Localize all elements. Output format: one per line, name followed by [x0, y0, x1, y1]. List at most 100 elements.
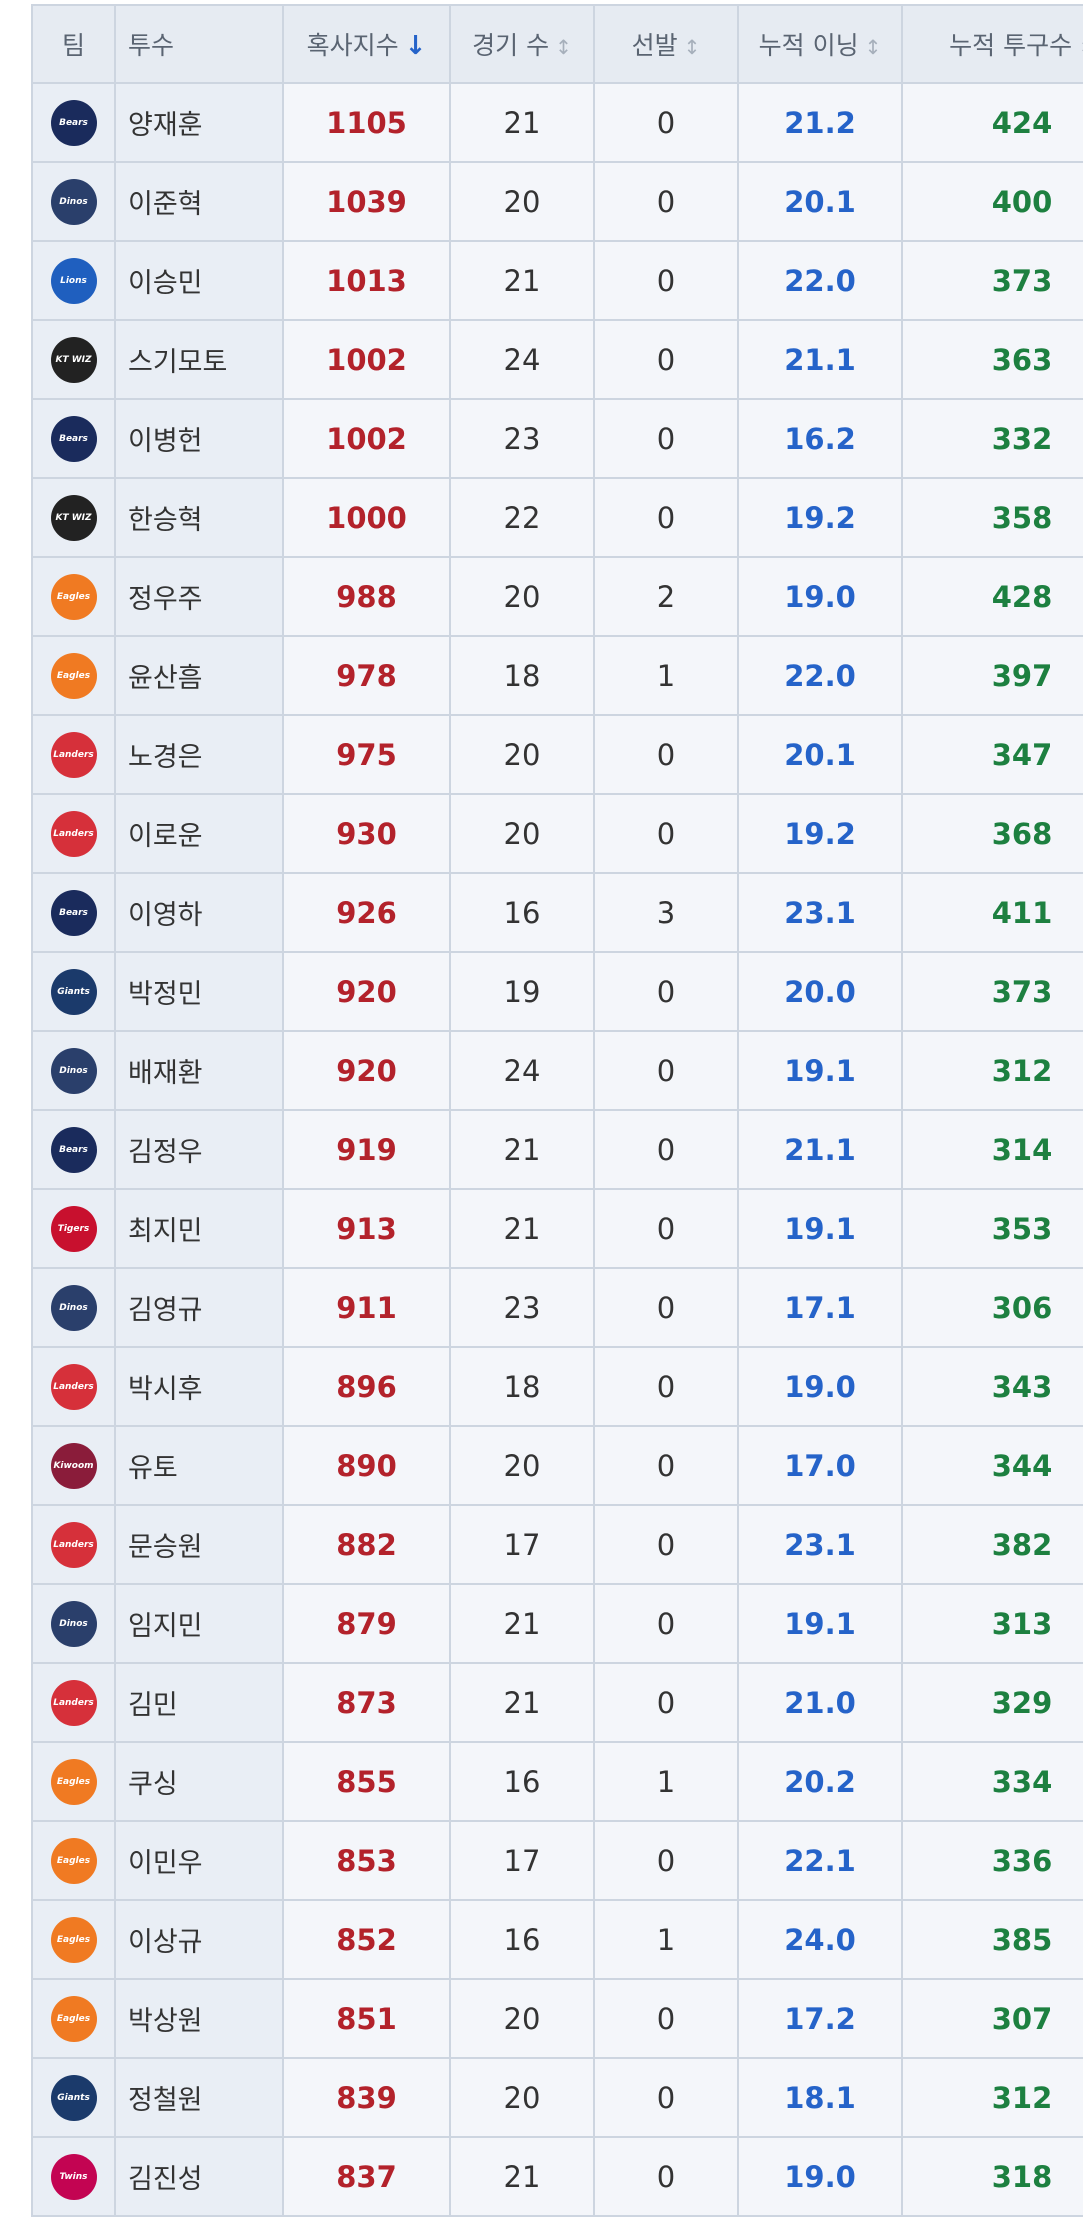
abuse-index: 920 [282, 1030, 451, 1111]
sort-icon[interactable]: ↕ [864, 35, 882, 59]
starts: 0 [593, 1820, 739, 1901]
team-logo: Dinos [50, 1284, 97, 1331]
table-row: Dinos 김영규 911 23 0 17.1 306 [31, 1267, 1083, 1348]
sort-icon[interactable]: ↕ [555, 35, 572, 59]
table-row: Lions 이승민 1013 21 0 22.0 373 [31, 240, 1083, 321]
games: 21 [449, 240, 595, 321]
starts: 0 [593, 1425, 739, 1506]
starts: 0 [593, 82, 739, 163]
starts: 0 [593, 951, 739, 1032]
abuse-index: 839 [282, 2057, 451, 2138]
team-cell: Kiwoom [31, 1425, 116, 1506]
team-cell: Lions [31, 240, 116, 321]
starts: 0 [593, 1504, 739, 1585]
games: 18 [449, 1346, 595, 1427]
starts: 1 [593, 635, 739, 716]
table-row: Kiwoom 유토 890 20 0 17.0 344 [31, 1425, 1083, 1506]
pitcher-name: 박정민 [114, 951, 284, 1032]
pitches: 382 [901, 1504, 1083, 1585]
innings: 23.1 [737, 1504, 903, 1585]
pitches: 318 [901, 2136, 1083, 2217]
column-header[interactable]: 누적 투구수↕ [901, 4, 1083, 84]
sort-icon[interactable]: ↕ [1078, 35, 1083, 59]
innings: 22.1 [737, 1820, 903, 1901]
team-cell: Giants [31, 2057, 116, 2138]
team-logo: Giants [50, 2074, 97, 2121]
innings: 22.0 [737, 635, 903, 716]
header-label: 누적 투구수 [949, 31, 1073, 60]
abuse-index: 988 [282, 556, 451, 637]
sort-icon[interactable]: ↕ [683, 35, 701, 59]
starts: 0 [593, 1267, 739, 1348]
pitches: 313 [901, 1583, 1083, 1664]
table-row: Dinos 이준혁 1039 20 0 20.1 400 [31, 161, 1083, 242]
starts: 0 [593, 2057, 739, 2138]
games: 21 [449, 2136, 595, 2217]
abuse-index: 851 [282, 1978, 451, 2059]
pitches: 312 [901, 2057, 1083, 2138]
column-header: 투수 [114, 4, 284, 84]
starts: 0 [593, 1662, 739, 1743]
pitches: 373 [901, 240, 1083, 321]
games: 20 [449, 714, 595, 795]
table-row: KT WIZ 한승혁 1000 22 0 19.2 358 [31, 477, 1083, 558]
innings: 19.1 [737, 1030, 903, 1111]
abuse-index: 1039 [282, 161, 451, 242]
innings: 20.2 [737, 1741, 903, 1822]
pitches: 312 [901, 1030, 1083, 1111]
pitcher-name: 김영규 [114, 1267, 284, 1348]
pitches: 424 [901, 82, 1083, 163]
team-logo: Eagles [50, 573, 97, 620]
games: 21 [449, 1109, 595, 1190]
header-label: 혹사지수 [306, 31, 399, 60]
team-cell: Tigers [31, 1188, 116, 1269]
games: 17 [449, 1504, 595, 1585]
pitcher-name: 이민우 [114, 1820, 284, 1901]
table-body: Bears 양재훈 1105 21 0 21.2 424 Dinos 이준혁 1039 20 0 20.… [31, 82, 1083, 2217]
team-cell: Eagles [31, 1820, 116, 1901]
abuse-index: 1000 [282, 477, 451, 558]
team-cell: Dinos [31, 1583, 116, 1664]
team-cell: Bears [31, 872, 116, 953]
innings: 17.0 [737, 1425, 903, 1506]
pitcher-name: 이준혁 [114, 161, 284, 242]
table-row: Bears 이영하 926 16 3 23.1 411 [31, 872, 1083, 953]
starts: 0 [593, 793, 739, 874]
abuse-index: 911 [282, 1267, 451, 1348]
table-row: Giants 박정민 920 19 0 20.0 373 [31, 951, 1083, 1032]
team-cell: Twins [31, 2136, 116, 2217]
team-logo: Twins [50, 2153, 97, 2200]
table-row: Eagles 박상원 851 20 0 17.2 307 [31, 1978, 1083, 2059]
team-logo: Giants [50, 968, 97, 1015]
column-header[interactable]: 경기 수 ↕ [449, 4, 595, 84]
games: 22 [449, 477, 595, 558]
team-cell: Eagles [31, 1978, 116, 2059]
team-cell: Bears [31, 1109, 116, 1190]
pitches: 353 [901, 1188, 1083, 1269]
pitcher-name: 쿠싱 [114, 1741, 284, 1822]
games: 21 [449, 1583, 595, 1664]
column-header[interactable]: 혹사지수 ↓ [282, 4, 451, 84]
team-cell: KT WIZ [31, 319, 116, 400]
sort-icon[interactable]: ↓ [404, 31, 427, 61]
innings: 20.0 [737, 951, 903, 1032]
pitches: 332 [901, 398, 1083, 479]
starts: 0 [593, 319, 739, 400]
innings: 19.0 [737, 1346, 903, 1427]
team-cell: Landers [31, 1504, 116, 1585]
pitches: 373 [901, 951, 1083, 1032]
team-cell: Eagles [31, 1741, 116, 1822]
abuse-index: 896 [282, 1346, 451, 1427]
pitches: 336 [901, 1820, 1083, 1901]
pitcher-name: 이승민 [114, 240, 284, 321]
team-logo: Landers [50, 731, 97, 778]
table-row: Landers 김민 873 21 0 21.0 329 [31, 1662, 1083, 1743]
team-logo: Kiwoom [50, 1442, 97, 1489]
pitcher-name: 정우주 [114, 556, 284, 637]
column-header[interactable]: 선발 ↕ [593, 4, 739, 84]
column-header[interactable]: 누적 이닝 ↕ [737, 4, 903, 84]
pitcher-name: 노경은 [114, 714, 284, 795]
starts: 0 [593, 714, 739, 795]
column-header: 팀 [31, 4, 116, 84]
